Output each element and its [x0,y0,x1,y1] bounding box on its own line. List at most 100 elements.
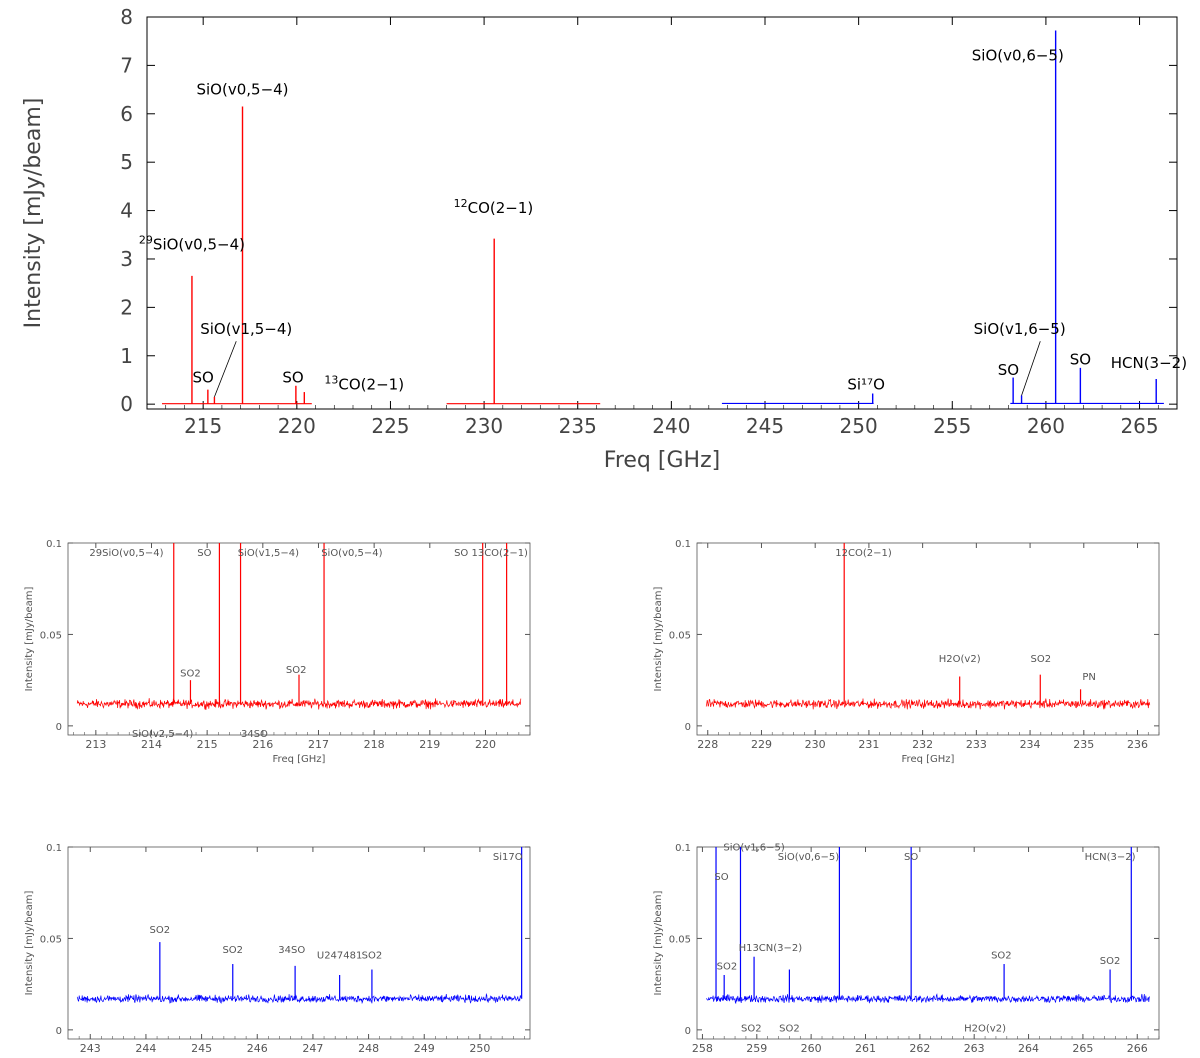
y-tick-label: 7 [120,53,133,77]
chart-overview: 215 220 225 230 235 240 245 250 255 260 2650123456… [21,5,1187,473]
y-tick-label: 0 [56,722,62,733]
x-tick-label: 220 [278,414,316,438]
line-annotation: SO [282,368,303,386]
line-annotation: SO [197,548,211,559]
line-annotation: SiO(v0,5−4) [196,80,288,98]
x-tick-label: 228 [697,738,718,751]
line-annotation: SiO(v1,6−5) [974,320,1066,338]
line-annotation: SO [998,361,1019,379]
chart-usb2: 25825926026126226326426526600.050.1Freq … [653,843,1160,1055]
molecule-name: CO(2−1) [468,199,534,217]
x-tick-label: 246 [247,1042,268,1055]
plot-frame [67,542,531,736]
line-annotation: HCN(3−2) [1085,852,1136,863]
plot-frame [146,16,1178,410]
x-tick-label: 263 [964,1042,985,1055]
y-tick-label: 0.1 [46,843,62,854]
isotope-superscript: 12 [454,197,468,210]
x-tick-label: 216 [252,738,273,751]
leader-line [1021,341,1041,396]
y-tick-label: 0 [120,392,133,416]
line-annotation: 12CO(2−1) [454,197,534,217]
line-annotation: 34SO [278,945,305,956]
y-tick-label: 0 [685,722,691,733]
x-tick-label: 214 [141,738,162,751]
line-annotation: SO2 [180,668,201,679]
chart-lsb2: 228 229 230 231 232 233 234 235 236 0 0.05 0.1 Freq … [653,539,1160,765]
line-annotation: 29SiO(v0,5−4) [139,233,245,253]
line-annotation: HCN(3−2) [1111,354,1187,372]
y-tick-label: 2 [120,295,133,319]
y-tick-label: 0.1 [675,539,691,550]
x-tick-label: 219 [419,738,440,751]
line-annotation: SO2 [1031,654,1052,665]
y-tick-label: 0.1 [46,539,62,550]
plot-area [706,847,1150,1005]
x-tick-label: 259 [746,1042,767,1055]
y-tick-label: 0 [56,1026,62,1037]
x-tick-label: 213 [85,738,106,751]
x-tick-label: 218 [364,738,385,751]
line-annotation: Si17O [493,852,523,863]
line-annotation: SiO(v1,6−5) [723,843,784,854]
x-tick-label: 229 [751,738,772,751]
plot-area [76,543,522,711]
line-annotation: SO2 [362,951,383,962]
x-tick-label: 258 [692,1042,713,1055]
y-axis-label: Intensity [mJy/beam] [21,98,46,329]
line-annotation: SO [193,368,214,386]
line-annotation: SO2 [150,925,171,936]
x-tick-label: 220 [475,738,496,751]
y-tick-label: 0.05 [669,934,691,945]
line-annotation: U247481 [317,951,363,962]
line-annotation: SO2 [991,951,1012,962]
line-annotation: SiO(v0,6−5) [778,852,839,863]
y-axis-label: Intensity [mJy/beam] [24,586,35,691]
x-tick-label: 240 [652,414,690,438]
x-tick-label: 235 [1073,738,1094,751]
y-axis-label: Intensity [mJy/beam] [653,586,664,691]
line-annotation: H2O(v2) [939,654,981,665]
x-tick-label: 234 [1020,738,1041,751]
spectrum-trace [76,992,522,1005]
line-annotation: SO [904,852,918,863]
x-tick-label: 265 [1120,414,1158,438]
line-annotation: SO [714,872,728,883]
line-annotation: 29SiO(v0,5−4) [89,548,163,559]
x-tick-label: 236 [1127,738,1148,751]
x-tick-label: 264 [1018,1042,1039,1055]
plot-frame [696,542,1160,736]
x-tick-label: 225 [371,414,409,438]
y-tick-label: 0 [685,1026,691,1037]
x-tick-label: 249 [414,1042,435,1055]
x-tick-label: 250 [840,414,878,438]
molecule-name: SiO(v0,5−4) [153,235,245,253]
y-tick-label: 3 [120,247,133,271]
line-annotation: SiO(v2,5−4) [132,729,193,740]
y-tick-label: 1 [120,344,133,368]
x-tick-label: 260 [801,1042,822,1055]
plot-area [76,847,523,1005]
y-tick-label: 4 [120,199,133,223]
x-tick-label: 215 [197,738,218,751]
x-tick-label: 266 [1127,1042,1148,1055]
line-annotation: SO2 [717,962,738,973]
line-annotation: SO2 [779,1024,800,1035]
x-tick-label: 217 [308,738,329,751]
x-axis-label: Freq [GHz] [902,754,955,765]
chart-lsb1: 213 214 215 216 217 218 219 220 0 0.05 0.1 Freq [GH… [24,539,531,765]
isotope-superscript: 13 [324,374,338,387]
x-tick-label: 245 [191,1042,212,1055]
y-tick-label: 0.1 [675,843,691,854]
plot-frame [67,846,531,1040]
line-annotation: Si¹⁷O [847,376,885,394]
plot-frame [696,846,1160,1040]
plot-area [161,30,1164,405]
line-annotation: SiO(v0,5−4) [321,548,382,559]
x-tick-label: 262 [909,1042,930,1055]
molecule-name: CO(2−1) [338,376,404,394]
x-axis-label: Freq [GHz] [604,448,720,473]
x-tick-label: 230 [805,738,826,751]
